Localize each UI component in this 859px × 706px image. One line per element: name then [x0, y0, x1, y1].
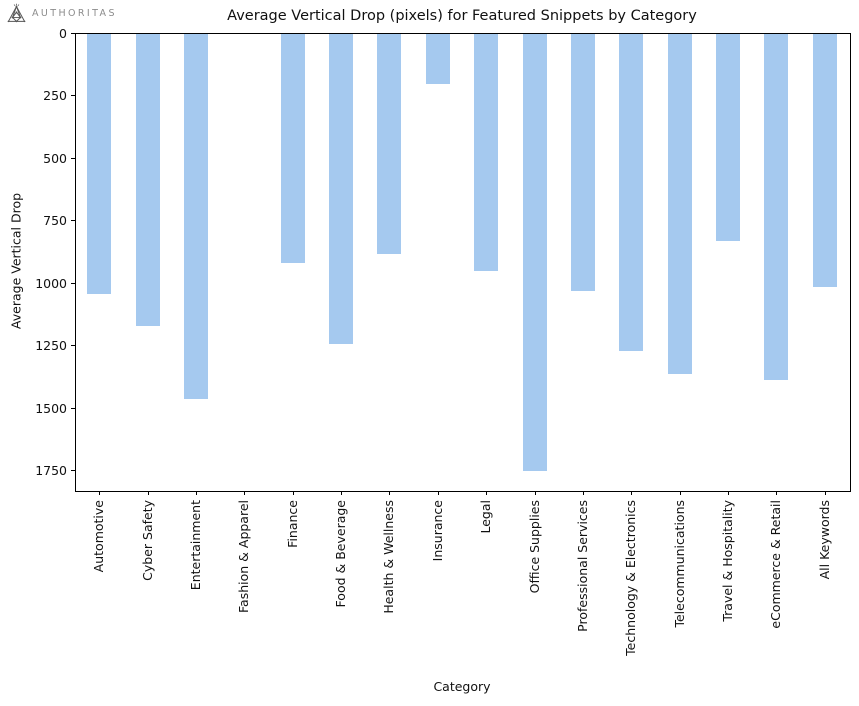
y-tick-label-1250: 1250	[35, 338, 67, 354]
bar-ecommerce-and-retail	[764, 34, 789, 380]
x-tick-mark	[631, 491, 633, 495]
y-tick-mark	[71, 407, 75, 409]
bar-legal	[474, 34, 499, 272]
bar-health-and-wellness	[377, 34, 402, 254]
plot-area	[75, 33, 851, 492]
x-tick-label-all-keywords: All Keywords	[816, 500, 832, 580]
y-tick-label-750: 750	[43, 213, 67, 229]
x-tick-label-technology-and-electronics: Technology & Electronics	[623, 500, 639, 656]
y-tick-label-1750: 1750	[35, 463, 67, 479]
chart-title: Average Vertical Drop (pixels) for Featu…	[227, 8, 697, 24]
x-tick-label-travel-and-hospitality: Travel & Hospitality	[720, 500, 736, 622]
x-tick-label-insurance: Insurance	[429, 500, 445, 562]
authoritas-logo-text: AUTHORITAS	[32, 8, 117, 19]
bar-food-and-beverage	[329, 34, 354, 344]
x-tick-mark	[534, 491, 536, 495]
y-tick-mark	[71, 345, 75, 347]
y-tick-label-250: 250	[43, 88, 67, 104]
x-tick-label-telecommunications: Telecommunications	[671, 500, 687, 628]
x-tick-label-professional-services: Professional Services	[574, 500, 590, 632]
y-tick-mark	[71, 470, 75, 472]
y-tick-mark	[71, 282, 75, 284]
x-tick-mark	[389, 491, 391, 495]
bar-technology-and-electronics	[619, 34, 644, 352]
bar-office-supplies	[522, 34, 547, 472]
x-tick-label-fashion-and-apparel: Fashion & Apparel	[236, 500, 252, 613]
x-tick-mark	[679, 491, 681, 495]
x-tick-mark	[195, 491, 197, 495]
x-tick-mark	[728, 491, 730, 495]
x-tick-label-cyber-safety: Cyber Safety	[139, 500, 155, 581]
bar-cyber-safety	[135, 34, 160, 327]
x-tick-mark	[437, 491, 439, 495]
y-tick-mark	[71, 220, 75, 222]
x-tick-mark	[486, 491, 488, 495]
x-tick-mark	[776, 491, 778, 495]
x-axis-title: Category	[433, 679, 491, 694]
y-tick-label-1000: 1000	[35, 275, 67, 291]
x-tick-label-legal: Legal	[478, 500, 494, 534]
authoritas-logo: AUTHORITAS	[6, 3, 117, 24]
bar-insurance	[425, 34, 450, 84]
x-tick-label-ecommerce-and-retail: eCommerce & Retail	[768, 500, 784, 629]
x-tick-mark	[99, 491, 101, 495]
x-tick-label-health-and-wellness: Health & Wellness	[381, 500, 397, 614]
x-tick-label-food-and-beverage: Food & Beverage	[333, 500, 349, 608]
bar-entertainment	[183, 34, 208, 399]
x-tick-mark	[341, 491, 343, 495]
x-tick-label-automotive: Automotive	[91, 500, 107, 573]
bar-telecommunications	[667, 34, 692, 374]
x-tick-mark	[582, 491, 584, 495]
y-tick-label-1500: 1500	[35, 400, 67, 416]
x-tick-mark	[147, 491, 149, 495]
bar-professional-services	[570, 34, 595, 292]
authoritas-triangle-network-icon	[7, 3, 26, 23]
bar-all-keywords	[812, 34, 837, 288]
bar-travel-and-hospitality	[716, 34, 741, 242]
x-tick-mark	[244, 491, 246, 495]
bar-finance	[280, 34, 305, 263]
y-tick-label-500: 500	[43, 150, 67, 166]
y-tick-mark	[71, 95, 75, 97]
x-tick-mark	[824, 491, 826, 495]
y-tick-mark	[71, 157, 75, 159]
y-tick-mark	[71, 33, 75, 34]
x-tick-mark	[292, 491, 294, 495]
bar-automotive	[87, 34, 112, 294]
x-tick-label-finance: Finance	[284, 500, 300, 548]
y-tick-label-0: 0	[59, 26, 67, 41]
x-tick-label-office-supplies: Office Supplies	[526, 500, 542, 594]
x-tick-label-entertainment: Entertainment	[187, 500, 203, 591]
